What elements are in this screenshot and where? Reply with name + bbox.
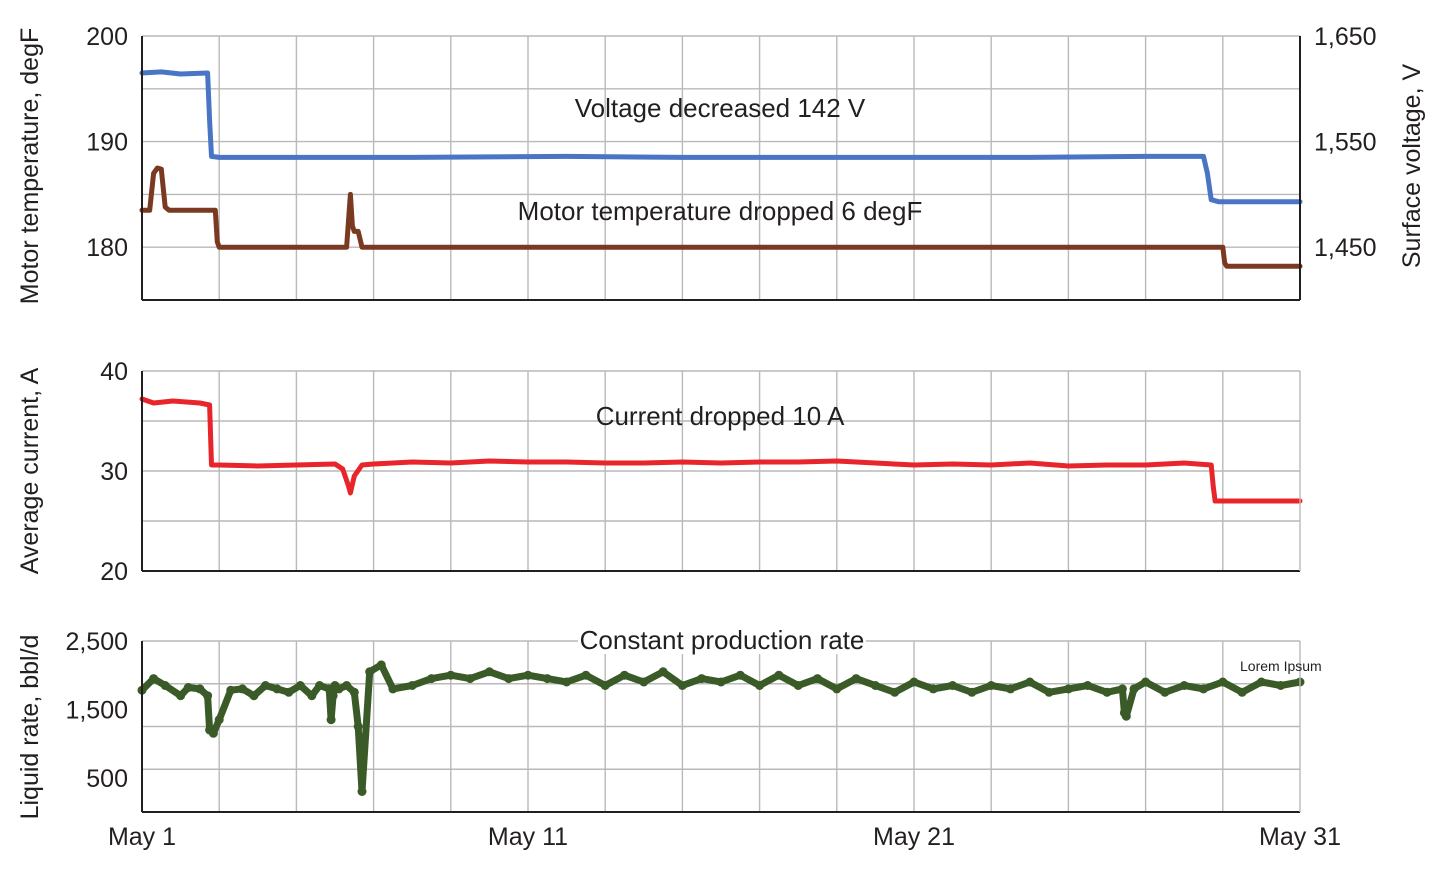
panel-middle: 40 30 20 Average current, A Current droppe… bbox=[16, 358, 1303, 586]
top-axis-frame bbox=[141, 36, 1301, 301]
bottom-y-tick-label: 1,500 bbox=[65, 696, 128, 724]
bottom-x-tick-label: May 11 bbox=[488, 823, 568, 851]
middle-series-layer bbox=[139, 396, 1303, 504]
bottom-y-ticks: 2,500 1,500 500 bbox=[65, 628, 128, 793]
bottom-y-axis-title: Liquid rate, bbl/d bbox=[16, 635, 44, 820]
bottom-annotation-note: Lorem Ipsum bbox=[1240, 658, 1322, 674]
middle-axis-frame bbox=[141, 371, 1301, 572]
bottom-series-line bbox=[139, 661, 1301, 795]
bottom-axis-frame bbox=[141, 641, 1301, 813]
bottom-x-tick-label: May 21 bbox=[873, 823, 955, 851]
middle-y-tick-label: 20 bbox=[100, 558, 128, 586]
top-series-layer bbox=[139, 69, 1303, 269]
top-y-ticks: 200 190 180 bbox=[86, 23, 128, 262]
middle-annotation-current: Current dropped 10 A bbox=[596, 401, 845, 431]
bottom-y-tick-label: 2,500 bbox=[65, 628, 128, 656]
top-annotation-temperature: Motor temperature dropped 6 degF bbox=[518, 196, 923, 226]
middle-y-tick-label: 40 bbox=[100, 358, 128, 386]
top-y-tick-label: 180 bbox=[86, 234, 128, 262]
bottom-grid bbox=[142, 640, 1300, 813]
middle-y-tick-label: 30 bbox=[100, 458, 128, 486]
top-y2-tick-label: 1,450 bbox=[1314, 234, 1377, 262]
bottom-series-layer bbox=[137, 660, 1305, 796]
bottom-x-tick-label: May 1 bbox=[108, 823, 176, 851]
middle-series-line-0 bbox=[139, 396, 1303, 504]
panel-top: 200 190 180 1,650 1,550 1,450 Motor temperat… bbox=[16, 23, 1426, 304]
bottom-x-ticks: May 1 May 11 May 21 May 31 bbox=[108, 823, 1341, 851]
top-y-tick-label: 200 bbox=[86, 23, 128, 51]
top-y-tick-label: 190 bbox=[86, 129, 128, 157]
top-y2-ticks: 1,650 1,550 1,450 bbox=[1314, 23, 1377, 262]
bottom-annotation-production: Constant production rate bbox=[580, 625, 865, 655]
top-y2-axis-title: Surface voltage, V bbox=[1398, 64, 1426, 269]
top-y2-tick-label: 1,650 bbox=[1314, 23, 1377, 51]
bottom-annotation-backdrop bbox=[578, 624, 866, 654]
top-series-line-0 bbox=[139, 69, 1303, 205]
middle-y-ticks: 40 30 20 bbox=[100, 358, 128, 586]
top-series-line-1 bbox=[139, 165, 1303, 269]
middle-y-axis-title: Average current, A bbox=[16, 367, 44, 574]
top-annotation-voltage: Voltage decreased 142 V bbox=[575, 93, 866, 123]
top-grid bbox=[142, 35, 1300, 301]
bottom-y-tick-label: 500 bbox=[86, 765, 128, 793]
middle-grid bbox=[142, 370, 1300, 572]
panel-bottom: 2,500 1,500 500 May 1 May 11 May 21 May 31 Li… bbox=[16, 624, 1341, 851]
top-y-axis-title: Motor temperature, degF bbox=[16, 28, 44, 305]
bottom-x-tick-label: May 31 bbox=[1259, 823, 1341, 851]
top-y2-tick-label: 1,550 bbox=[1314, 129, 1377, 157]
